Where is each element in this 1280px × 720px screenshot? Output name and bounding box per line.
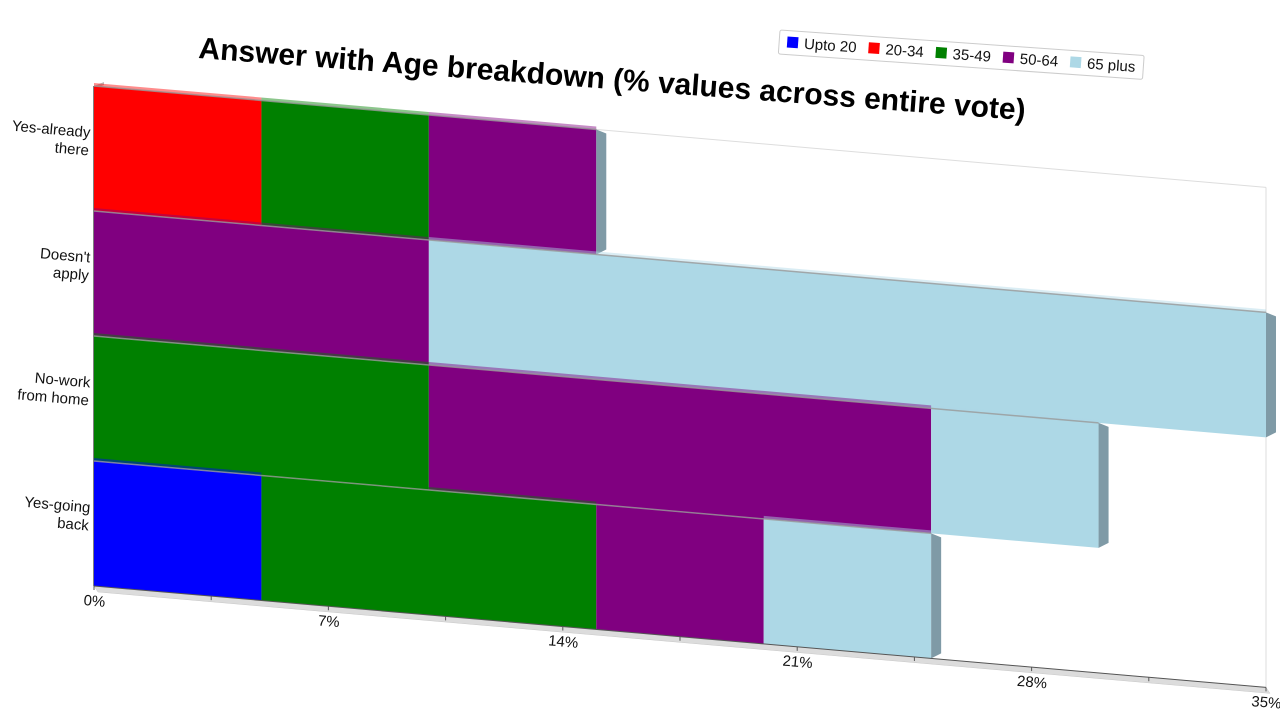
- bar-yes-already-there-20-34: [94, 86, 262, 226]
- row-divider-doesn-t-apply: [93, 210, 1267, 314]
- legend: Upto 20 20-34 35-49 50-64 65 plus: [777, 29, 1145, 80]
- x-tick-label-0: 0%: [83, 592, 106, 611]
- bar-yes-already-there-35-49: [261, 100, 429, 240]
- x-tick-label-28: 28%: [1016, 673, 1047, 693]
- x-tick-label-14: 14%: [547, 632, 578, 652]
- category-label-doesn-t-apply: Doesn'tapply: [38, 245, 92, 284]
- row-divider-yes-already-there: [93, 85, 597, 131]
- bar-end-doesn-t-apply: [1266, 312, 1276, 438]
- x-axis: 0% 7% 14% 21% 28% 35%: [83, 585, 1280, 713]
- legend-swatch-35-49: [935, 46, 948, 59]
- category-label-yes-already-there: Yes-alreadythere: [10, 118, 92, 160]
- legend-swatch-65-plus: [1069, 56, 1082, 69]
- legend-swatch-upto-20: [786, 36, 799, 49]
- bar-end-no-work-from-home: [1098, 422, 1109, 548]
- bar-no-work-from-home-35-49: [94, 336, 429, 490]
- x-tick-label-21: 21%: [782, 653, 813, 673]
- x-tick-label-35: 35%: [1251, 693, 1280, 713]
- row-divider-yes-going-back: [93, 460, 932, 535]
- bar-end-yes-already-there: [596, 129, 607, 255]
- category-label-no-work-from-home: No-workfrom home: [17, 368, 92, 409]
- legend-label-50-64: 50-64: [1019, 51, 1058, 71]
- bar-yes-already-there-50-64: [428, 114, 597, 255]
- bar-doesn-t-apply-65-plus: [428, 239, 1266, 438]
- bar-end-yes-going-back: [931, 533, 942, 659]
- legend-label-65-plus: 65 plus: [1086, 56, 1135, 76]
- bar-yes-going-back-50-64: [596, 504, 764, 644]
- bar-doesn-t-apply-50-64: [94, 211, 429, 365]
- bar-no-work-from-home-50-64: [428, 364, 932, 534]
- bar-yes-going-back-upto-20: [94, 461, 262, 601]
- bar-yes-going-back-65-plus: [763, 518, 932, 659]
- bars-layer: [93, 83, 1276, 659]
- category-axis: Yes-alreadythere Doesn'tapply No-workfrom …: [10, 118, 92, 535]
- legend-label-35-49: 35-49: [952, 46, 991, 66]
- x-axis-line: [93, 585, 1267, 688]
- legend-label-20-34: 20-34: [885, 41, 924, 61]
- bar-no-work-from-home-65-plus: [931, 408, 1099, 548]
- row-divider-no-work-from-home: [93, 335, 1099, 424]
- x-tick-label-7: 7%: [317, 612, 340, 631]
- bar-yes-going-back-35-49: [261, 475, 597, 630]
- legend-swatch-50-64: [1002, 51, 1015, 64]
- legend-swatch-20-34: [868, 42, 880, 54]
- legend-label-upto-20: Upto 20: [803, 36, 857, 57]
- category-label-yes-going-back: Yes-goingback: [22, 494, 91, 535]
